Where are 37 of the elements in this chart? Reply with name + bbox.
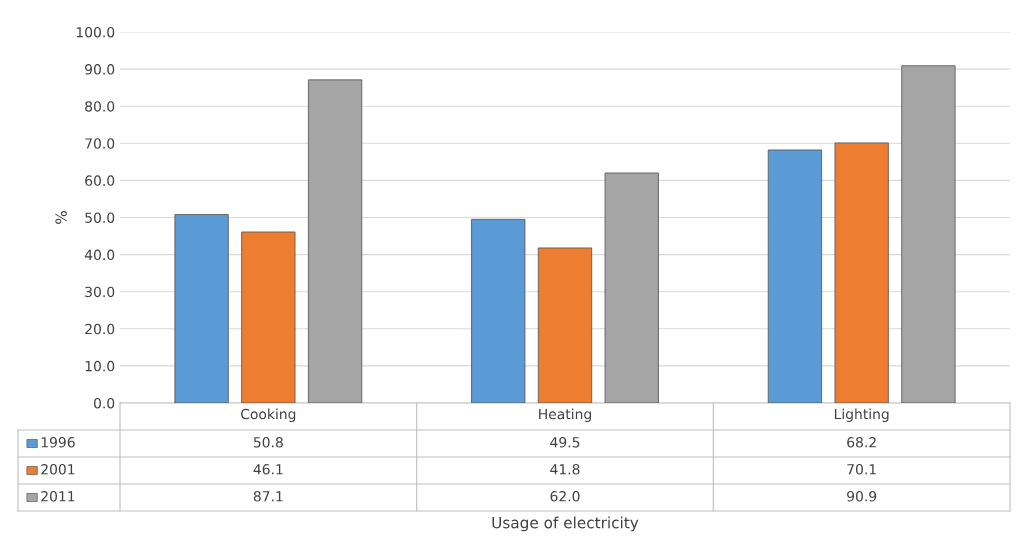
- bar: [241, 231, 296, 403]
- y-tick-label: 100.0: [76, 26, 115, 38]
- y-tick-label: 20.0: [85, 323, 115, 335]
- legend-label: 1996: [41, 437, 75, 448]
- x-tick-label: Lighting: [834, 408, 889, 422]
- bar: [307, 79, 363, 403]
- y-tick-label: 70.0: [85, 138, 115, 149]
- y-tick-label: 30.0: [85, 286, 115, 298]
- data-label: 49.5: [550, 437, 580, 448]
- x-tick-label: Heating: [539, 408, 591, 422]
- bar: [901, 65, 956, 403]
- y-tick-label: 80.0: [85, 101, 115, 112]
- data-label: 41.8: [550, 464, 580, 475]
- y-tick-label: 90.0: [85, 64, 115, 75]
- text: Usage of electricity: [492, 516, 639, 532]
- y-tick-label: 40.0: [84, 249, 115, 261]
- data-label: 68.2: [847, 437, 876, 448]
- bar: [471, 218, 526, 403]
- y-tick-label: 10.0: [85, 360, 115, 372]
- bar: [767, 149, 823, 403]
- y-tick-label: 60.0: [85, 175, 115, 186]
- data-label: 87.1: [253, 491, 283, 502]
- x-tick-label: Cooking: [241, 408, 296, 422]
- bar: [537, 247, 593, 403]
- bar: [174, 214, 229, 403]
- data-label: 70.1: [847, 464, 876, 475]
- data-label: 50.8: [253, 437, 283, 448]
- bar: [604, 172, 659, 403]
- data-label: 46.1: [253, 464, 283, 475]
- legend-label: 2001: [41, 464, 75, 475]
- y-axis-title: %: [55, 211, 67, 224]
- y-tick-label: 0.0: [93, 397, 115, 409]
- bar: [834, 142, 889, 403]
- y-tick-label: 50.0: [85, 212, 115, 223]
- data-label: 90.9: [847, 491, 877, 502]
- data-label: 62.0: [550, 491, 580, 502]
- legend-label: 2011: [41, 491, 75, 502]
